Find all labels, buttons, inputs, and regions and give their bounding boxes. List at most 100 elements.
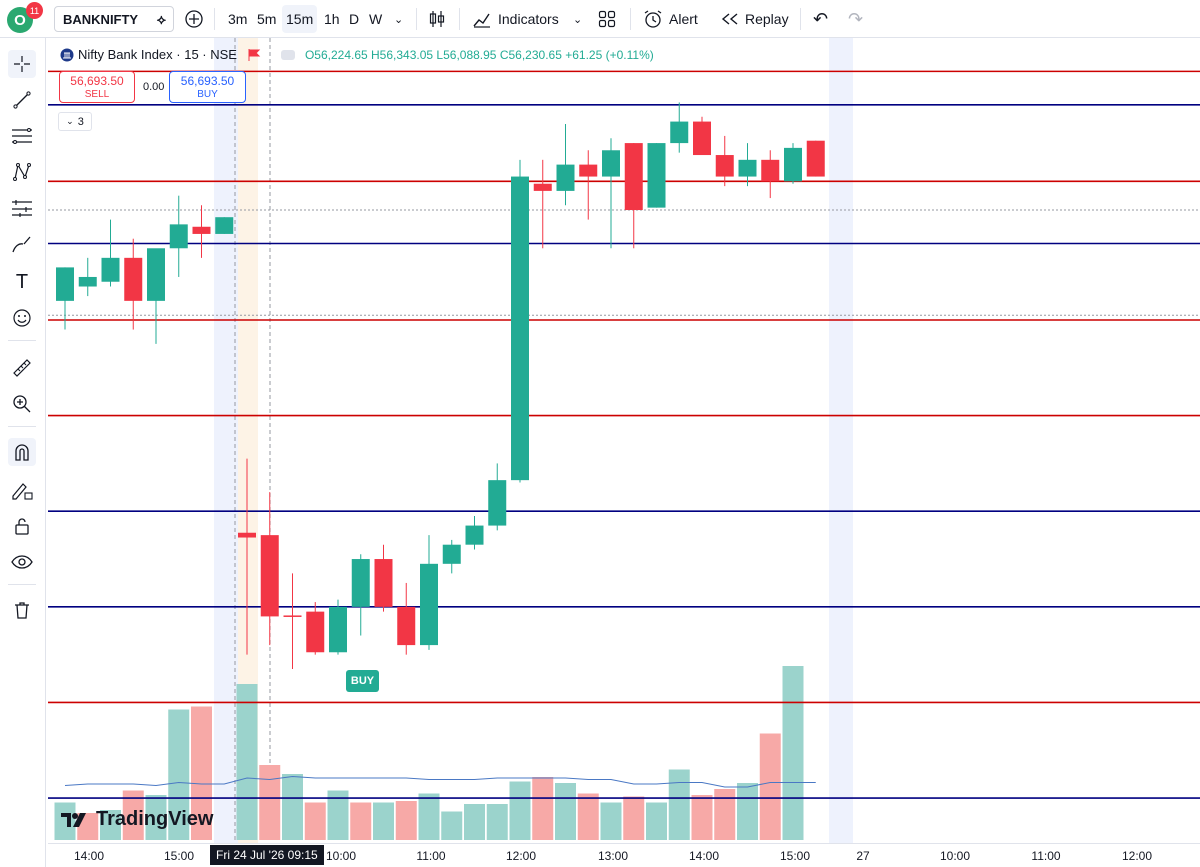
ruler-icon[interactable] (8, 354, 36, 382)
trend-line-icon[interactable] (8, 86, 36, 114)
candle (602, 138, 620, 249)
volume-bar (691, 795, 713, 840)
time-tick: 12:00 (505, 849, 537, 863)
emoji-icon[interactable] (8, 304, 36, 332)
top-toolbar: O 11 BANKNIFTY ⟡ 3m 5m 15m 1h D W ⌄ Indi… (0, 0, 1200, 38)
tradingview-logo[interactable]: TradingView (60, 808, 213, 831)
brush-icon[interactable] (8, 230, 36, 258)
volume-bar (441, 811, 463, 840)
redo-icon[interactable]: ↷ (848, 8, 864, 29)
notification-badge[interactable]: 11 (26, 2, 43, 19)
interval-d[interactable]: D (349, 11, 360, 27)
time-tick: 13:00 (597, 849, 629, 863)
alert-button[interactable]: Alert (643, 0, 698, 38)
sell-button[interactable]: 56,693.50 SELL (59, 71, 135, 103)
candle (351, 554, 370, 636)
candle-body (556, 164, 575, 191)
lock-icon[interactable] (8, 512, 36, 540)
candle-body (124, 257, 143, 301)
candle-body (238, 532, 256, 538)
volume-bar (350, 802, 372, 840)
undo-icon[interactable]: ↶ (813, 8, 829, 29)
layouts-icon[interactable] (598, 0, 616, 38)
candle (784, 143, 802, 184)
candle (738, 143, 757, 187)
add-symbol-icon[interactable] (184, 0, 204, 38)
fib-retracement-icon[interactable] (8, 122, 36, 150)
candle (715, 135, 734, 187)
candle (306, 602, 325, 655)
interval-15m[interactable]: 15m (282, 5, 318, 33)
indicators-label: Indicators (498, 11, 559, 27)
forecast-icon[interactable] (8, 194, 36, 222)
volume-bar (737, 783, 758, 840)
alert-label: Alert (669, 11, 698, 27)
volume-bar (464, 804, 485, 840)
symbol-title[interactable]: Nifty Bank Index · 15 · NSE (78, 47, 237, 62)
indicators-button[interactable]: Indicators (472, 0, 559, 38)
zoom-in-icon[interactable] (8, 390, 36, 418)
rewind-icon (721, 13, 738, 25)
interval-w[interactable]: W (369, 11, 383, 27)
volume-bar (54, 802, 76, 840)
session-band (214, 38, 238, 843)
diamond-icon[interactable]: ⟡ (156, 11, 166, 27)
chevron-down-icon[interactable]: ⌄ (573, 13, 583, 26)
time-tick: 27 (856, 849, 870, 863)
candle-body (738, 159, 757, 177)
candle-body (420, 563, 438, 646)
volume-bar (168, 709, 190, 840)
time-tick: 14:00 (688, 849, 720, 863)
interval-1h[interactable]: 1h (324, 11, 340, 27)
candle-body (511, 176, 529, 481)
volume-bar (509, 781, 531, 840)
spread-value: 0.00 (143, 81, 165, 93)
candle-body (192, 226, 211, 234)
volume-bar (373, 802, 394, 840)
candle-body (624, 143, 643, 211)
candle-body (260, 535, 279, 617)
replay-label: Replay (745, 11, 789, 27)
indicators-collapse-button[interactable]: ⌄ 3 (58, 112, 92, 131)
indicators-icon (473, 13, 490, 28)
candle (238, 458, 256, 655)
volume-bar (532, 777, 554, 840)
buy-button[interactable]: 56,693.50 BUY (169, 71, 246, 103)
symbol-search-button[interactable]: BANKNIFTY ⟡ (54, 6, 174, 32)
price-chart[interactable] (48, 38, 1200, 843)
candle-body (78, 276, 97, 287)
crosshair-icon[interactable] (8, 50, 36, 78)
legend-collapse-icon[interactable] (280, 49, 295, 60)
candle-style-icon[interactable] (428, 0, 446, 38)
volume-bar (646, 802, 667, 840)
replay-button[interactable]: Replay (721, 0, 789, 38)
time-tick: 14:00 (73, 849, 105, 863)
pattern-icon[interactable] (8, 158, 36, 186)
candle-body (442, 544, 461, 564)
magnet-icon[interactable] (8, 438, 36, 466)
candle-body (56, 267, 74, 301)
candle-body (806, 140, 825, 177)
chevron-down-icon[interactable]: ⌄ (394, 13, 404, 26)
interval-5m[interactable]: 5m (257, 11, 277, 27)
candle (374, 544, 393, 612)
candle-body (579, 164, 598, 177)
volume-bar (304, 802, 326, 840)
text-icon[interactable]: T (15, 270, 29, 293)
interval-3m[interactable]: 3m (228, 11, 248, 27)
candle (124, 238, 143, 330)
trash-icon[interactable] (8, 596, 36, 624)
volume-bar (714, 789, 736, 840)
indicator-count: 3 (77, 115, 84, 128)
time-tick: 10:00 (939, 849, 971, 863)
candle-body (602, 150, 620, 177)
volume-bar (395, 801, 417, 840)
candle (533, 159, 552, 249)
open-value: O56,224.65 (304, 47, 368, 62)
candle-body (397, 606, 416, 646)
candle (488, 463, 507, 531)
eye-icon[interactable] (8, 548, 36, 576)
volume-bar (600, 802, 622, 840)
lock-drawing-pencil-icon[interactable] (8, 476, 36, 504)
time-tick: 11:00 (416, 849, 446, 863)
